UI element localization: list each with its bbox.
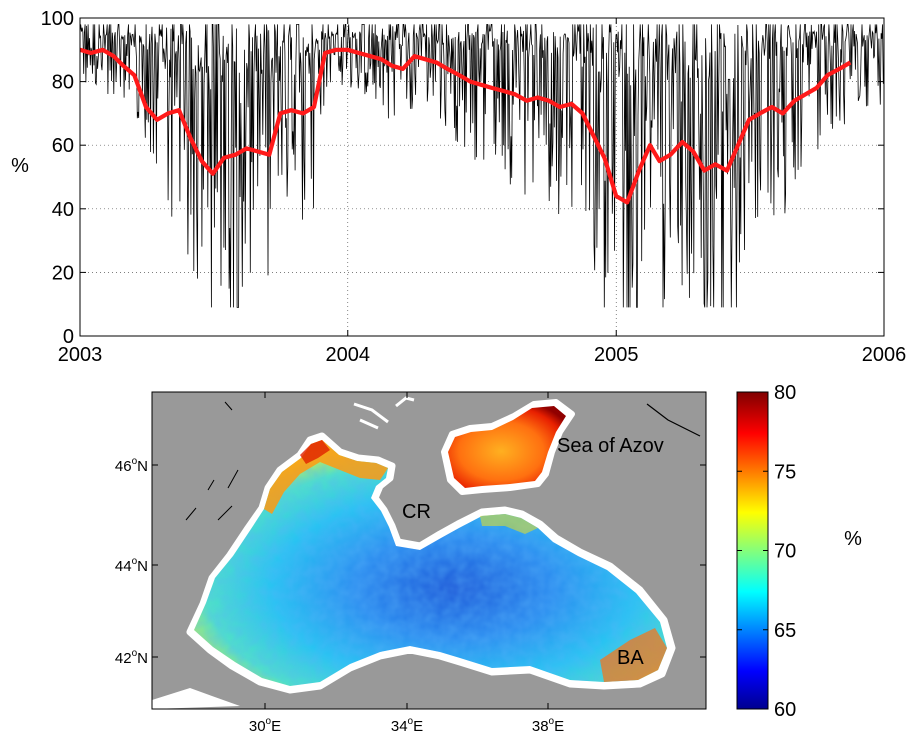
- sea-of-azov-field: [448, 406, 566, 488]
- colorbar-tick-label: 80: [774, 382, 796, 404]
- colorbar-tick-label: 65: [774, 620, 796, 642]
- southeast-coast-warm: [600, 628, 667, 682]
- x-tick-label: 2004: [326, 344, 371, 366]
- marmara-coast: [152, 688, 240, 709]
- coastal-band: [480, 514, 538, 534]
- x-tick-label: 2006: [862, 344, 907, 366]
- hemisphere-mark: N: [137, 650, 148, 667]
- north-coast-lines: [353, 396, 415, 430]
- map-y-ticks: 42oN 44oN 46oN: [115, 456, 706, 667]
- map-x-tick-label: 38oE: [532, 716, 564, 735]
- timeseries-x-ticks: 2003 2004 2005 2006: [58, 18, 907, 366]
- y-tick-label: 80: [52, 72, 74, 94]
- colorbar-label: %: [844, 528, 862, 550]
- colorbar: 60 65 70 75 80 %: [736, 382, 862, 721]
- smoothed-series-line: [80, 47, 852, 205]
- hemisphere-mark: E: [413, 718, 423, 735]
- hemisphere-mark: E: [271, 718, 281, 735]
- annotation-ba: BA: [617, 647, 644, 669]
- annotation-cr: CR: [402, 501, 431, 523]
- y-tick-label: 0: [63, 326, 74, 348]
- map-axes-box: [151, 391, 707, 710]
- river-lines: [185, 401, 239, 521]
- map-x-tick-label: 30oE: [249, 716, 281, 735]
- northwest-shelf-warm: [264, 440, 388, 514]
- hemisphere-mark: N: [137, 558, 148, 575]
- map-x-tick-label: 34oE: [391, 716, 423, 735]
- northwest-shelf-hot: [300, 440, 330, 464]
- timeseries-axes-box: [79, 17, 885, 337]
- black-sea-texture: [194, 440, 667, 686]
- hemisphere-mark: N: [137, 458, 148, 475]
- river-line: [646, 403, 701, 437]
- map-y-tick-label: 42oN: [115, 648, 148, 667]
- degree-mark: o: [408, 716, 414, 727]
- map-x-ticks: 30oE 34oE 38oE: [249, 392, 564, 735]
- y-tick-label: 40: [52, 199, 74, 221]
- map-y-tick-label: 44oN: [115, 556, 148, 575]
- timeseries-y-ticks: 0 20 40 60 80 100: [41, 8, 884, 348]
- x-tick-label: 2005: [594, 344, 639, 366]
- colorbar-tick-label: 60: [774, 699, 796, 721]
- degree-mark: o: [132, 556, 138, 567]
- map-y-tick-label: 46oN: [115, 456, 148, 475]
- degree-mark: o: [132, 456, 138, 467]
- map-panel: 30oE 34oE 38oE 42oN 44oN 46oN Sea of Azov CR…: [115, 391, 707, 735]
- degree-mark: o: [266, 716, 272, 727]
- y-tick-label: 20: [52, 262, 74, 284]
- timeseries-ylabel: %: [11, 155, 29, 177]
- colorbar-tick-label: 75: [774, 461, 796, 483]
- x-tick-label: 2003: [58, 344, 103, 366]
- y-tick-label: 60: [52, 135, 74, 157]
- y-tick-label: 100: [41, 8, 74, 30]
- timeseries-grid: [80, 18, 884, 336]
- timeseries-panel: 0 20 40 60 80 100 2003 2004 2005 2006 %: [11, 8, 906, 366]
- colorbar-ramp: [736, 391, 769, 710]
- degree-mark: o: [132, 648, 138, 659]
- daily-series-line: [80, 23, 884, 308]
- degree-mark: o: [549, 716, 555, 727]
- hemisphere-mark: E: [554, 718, 564, 735]
- colorbar-ticks: 60 65 70 75 80: [737, 382, 796, 721]
- annotation-sea-of-azov: Sea of Azov: [557, 435, 664, 457]
- colorbar-tick-label: 70: [774, 541, 796, 563]
